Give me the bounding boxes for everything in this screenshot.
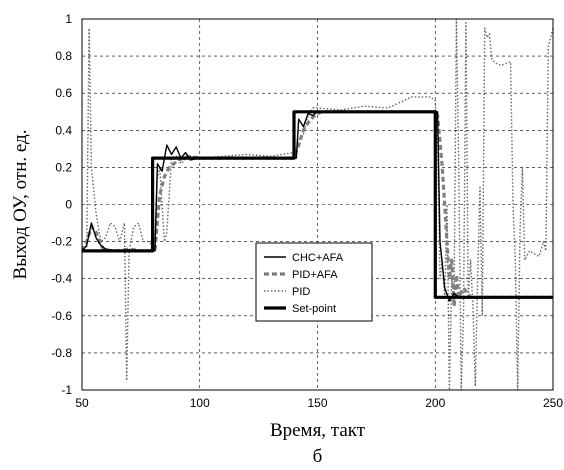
legend-label: CHC+AFA — [292, 252, 344, 264]
x-axis-label: Время, такт — [270, 420, 366, 441]
y-tick-label: 0 — [65, 198, 72, 212]
y-tick-label: -1 — [61, 383, 72, 397]
x-tick-label: 250 — [543, 396, 563, 410]
y-tick-label: -0.8 — [51, 346, 72, 360]
figure-caption: б — [313, 446, 323, 467]
tick-labels: 50 100 150 200 250 -1 -0.8 -0.6 -0.4 -0.2 0 0.2 0.4 0… — [51, 12, 563, 410]
y-axis-label: Выход ОУ, отн. ед. — [10, 130, 31, 280]
y-tick-label: -0.6 — [51, 309, 72, 323]
y-tick-label: 0.2 — [55, 160, 72, 174]
legend-label: Set-point — [292, 303, 336, 315]
x-tick-label: 100 — [190, 396, 210, 410]
y-tick-label: 0.6 — [55, 86, 72, 100]
legend-label: PID+AFA — [292, 269, 338, 281]
series-line-pid — [86, 19, 553, 390]
y-tick-label: 0.8 — [55, 49, 72, 63]
legend: CHC+AFA PID+AFA PID Set-point — [255, 242, 373, 322]
x-tick-label: 200 — [425, 396, 445, 410]
x-tick-label: 150 — [307, 396, 327, 410]
y-tick-label: 1 — [65, 12, 72, 26]
y-tick-label: -0.4 — [51, 272, 72, 286]
y-tick-label: 0.4 — [55, 123, 72, 137]
legend-label: PID — [292, 286, 310, 298]
series-group — [82, 19, 553, 390]
x-tick-label: 50 — [75, 396, 89, 410]
plot-frame — [81, 18, 554, 391]
series-line-set-point — [82, 110, 553, 299]
y-tick-label: -0.2 — [51, 235, 72, 249]
